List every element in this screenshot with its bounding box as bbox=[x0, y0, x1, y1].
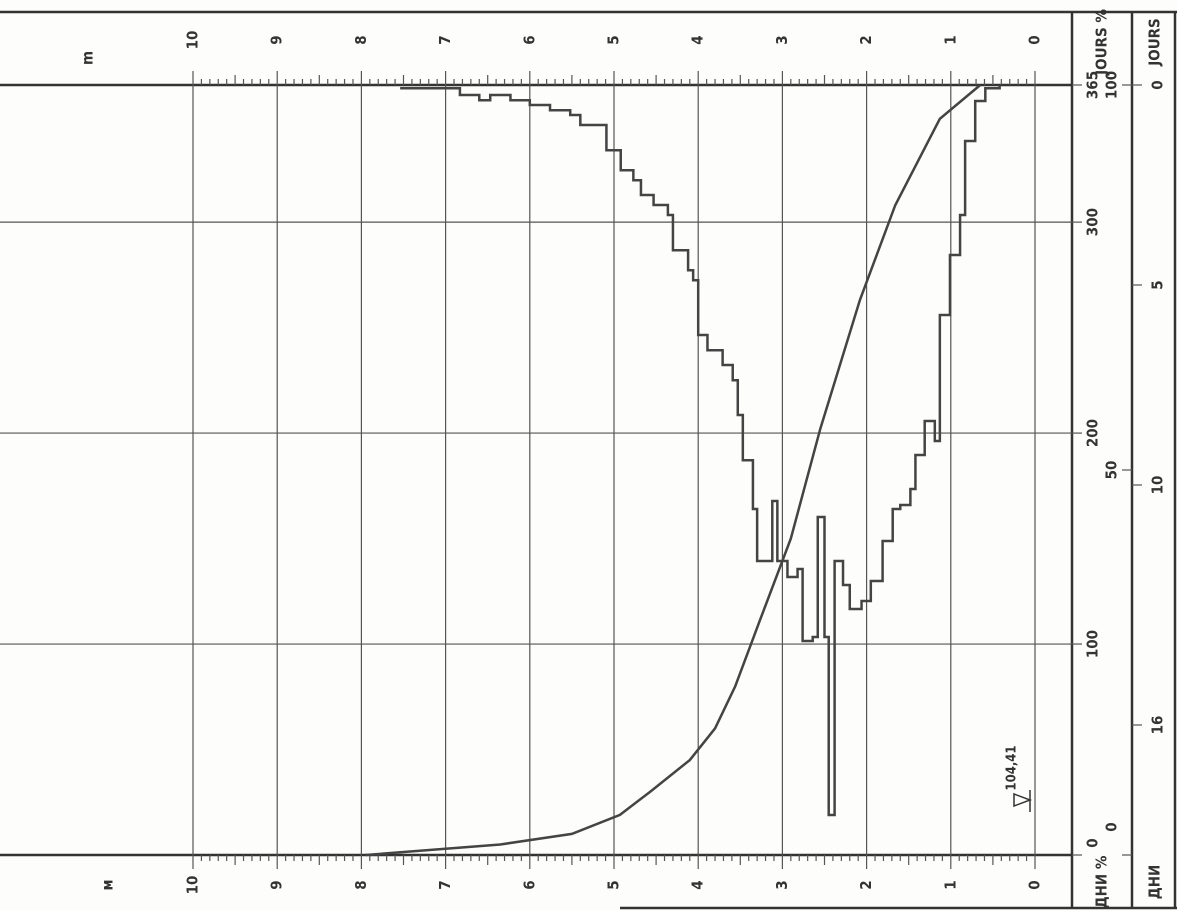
m-tick-label: 8 bbox=[352, 880, 370, 889]
m-tick-label: 9 bbox=[268, 35, 286, 44]
column-header: JOURS bbox=[1146, 18, 1164, 67]
m-tick-label: 3 bbox=[773, 880, 791, 889]
m-tick-label: 6 bbox=[520, 35, 538, 44]
m-tick-label: 3 bbox=[773, 35, 791, 44]
series-line bbox=[365, 84, 982, 857]
m-tick-label: 4 bbox=[689, 35, 707, 44]
m-tick-label: 5 bbox=[605, 35, 623, 44]
m-tick-label: 1 bbox=[941, 880, 959, 889]
freq-tick-label: 16 bbox=[1149, 716, 1167, 735]
day-tick-label: 365 bbox=[1084, 71, 1102, 99]
m-tick-label: 7 bbox=[436, 35, 454, 44]
column-header: JOURS % bbox=[1093, 9, 1111, 76]
m-tick-label: 4 bbox=[689, 880, 707, 889]
m-tick-label: 0 bbox=[1026, 35, 1044, 44]
m-tick-label: 8 bbox=[352, 35, 370, 44]
annotation: 104,41 bbox=[1005, 745, 1020, 790]
m-tick-label: 6 bbox=[520, 880, 538, 889]
column-header: ДНИ bbox=[1146, 865, 1164, 900]
day-tick-label: 200 bbox=[1084, 419, 1102, 447]
freq-tick-label: 0 bbox=[1149, 80, 1167, 89]
axis-label: m bbox=[79, 51, 97, 65]
percent-tick-label: 100 bbox=[1103, 71, 1121, 99]
m-tick-label: 7 bbox=[436, 880, 454, 889]
day-tick-label: 300 bbox=[1084, 208, 1102, 236]
m-tick-label: 2 bbox=[857, 880, 875, 889]
column-header: ДНИ % bbox=[1093, 855, 1111, 908]
day-tick-label: 100 bbox=[1084, 630, 1102, 658]
freq-tick-label: 5 bbox=[1149, 280, 1167, 289]
axis-label: м bbox=[99, 879, 117, 890]
m-tick-label: 0 bbox=[1026, 880, 1044, 889]
m-tick-label: 5 bbox=[605, 880, 623, 889]
percent-tick-label: 50 bbox=[1103, 461, 1121, 480]
m-tick-label: 10 bbox=[184, 31, 202, 50]
annotation-arrow bbox=[1013, 790, 1033, 812]
day-tick-label: 0 bbox=[1084, 838, 1102, 847]
freq-tick-label: 10 bbox=[1149, 476, 1167, 495]
series-line bbox=[400, 85, 1001, 817]
percent-tick-label: 0 bbox=[1103, 822, 1121, 831]
m-tick-label: 9 bbox=[268, 880, 286, 889]
m-tick-label: 1 bbox=[941, 35, 959, 44]
m-tick-label: 2 bbox=[857, 35, 875, 44]
m-tick-label: 10 bbox=[184, 876, 202, 895]
